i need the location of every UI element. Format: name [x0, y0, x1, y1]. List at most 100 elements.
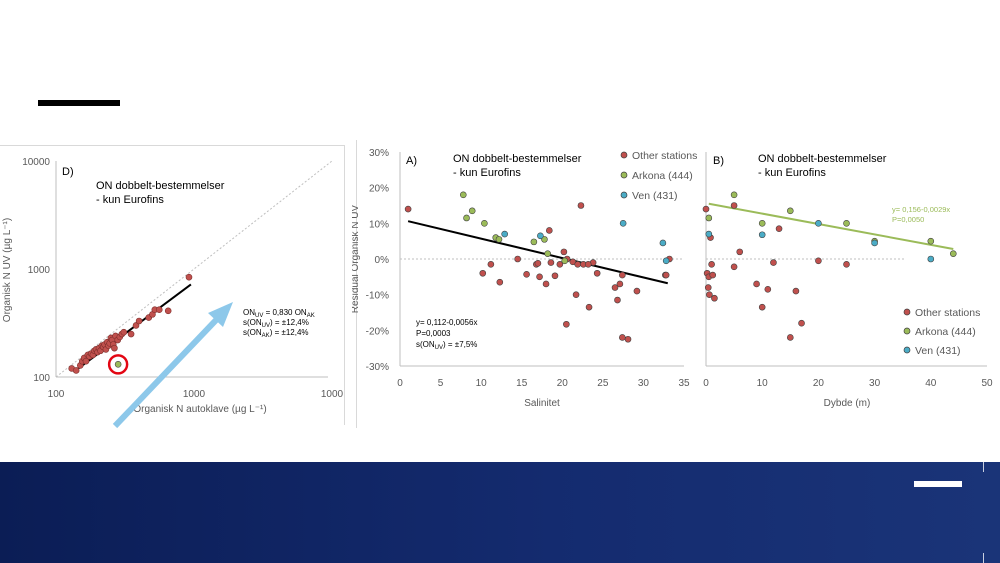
chart-d-annotation: ONUV = 0,830 ONAK s(ONUV) = ±12,4% s(ONA…: [243, 308, 315, 339]
svg-text:Ven (431): Ven (431): [632, 190, 678, 202]
chart-a-point: [585, 303, 593, 311]
chart-b-subtitle: - kun Eurofins: [758, 167, 826, 179]
chart-d-point: [164, 307, 172, 315]
chart-a-point: [572, 291, 580, 298]
chart-b-title: ON dobbelt-bestemmelser: [758, 153, 887, 165]
chart-a-ylabel: Residual Organisk N UV: [352, 204, 361, 313]
chart-a-point: [547, 259, 555, 266]
chart-b-point: [927, 255, 935, 263]
chart-b-point: [815, 257, 822, 265]
chart-a-point: [659, 239, 667, 247]
chart-a-point: [404, 205, 412, 213]
chart-a-point: [633, 287, 641, 295]
footer-dash: [914, 481, 962, 487]
svg-text:P=0,0050: P=0,0050: [892, 215, 924, 224]
chart-b-point: [843, 220, 850, 227]
chart-b-xtick: 10: [757, 378, 769, 389]
chart-a-ytick: 30%: [369, 148, 389, 159]
chart-d-xlabel: Organisk N autoklave (µg L⁻¹): [133, 404, 266, 415]
panel-label-d: D): [62, 166, 74, 178]
chart-a-point: [495, 236, 503, 243]
chart-b-point: [770, 259, 777, 266]
chart-d-xtick: 100: [48, 389, 65, 400]
chart-a-point: [563, 320, 570, 328]
chart-a-xtick: 35: [678, 378, 690, 389]
chart-b-point: [775, 225, 783, 232]
svg-text:y= 0,156-0,0029x: y= 0,156-0,0029x: [892, 205, 950, 214]
chart-a-point: [537, 232, 544, 240]
chart-b-point: [843, 261, 850, 268]
chart-a-point: [561, 257, 569, 265]
chart-b-point: [786, 207, 794, 215]
chart-b-point: [706, 291, 713, 298]
chart-d-point: [127, 330, 135, 338]
chart-a-point: [536, 273, 543, 281]
chart-a-trendline: [407, 220, 669, 285]
chart-b-point: [871, 239, 878, 247]
chart-a-point: [468, 207, 476, 215]
chart-b-point: [758, 303, 766, 311]
chart-a-point: [584, 261, 592, 268]
chart-a-point: [534, 259, 542, 267]
chart-a-point: [611, 284, 619, 291]
chart-a-title: ON dobbelt-bestemmelser: [453, 153, 582, 165]
chart-b-point: [764, 286, 772, 293]
chart-b-point: [786, 334, 794, 341]
chart-a-point: [577, 202, 585, 209]
svg-text:Other stations: Other stations: [632, 150, 697, 162]
chart-a-point: [542, 280, 550, 288]
chart-a-point: [530, 238, 538, 246]
chart-a-xtick: 25: [597, 378, 609, 389]
chart-a-point: [662, 271, 670, 279]
chart-b-point: [709, 271, 717, 279]
chart-d-xtick: 1000: [321, 389, 344, 400]
chart-b-legend: Other stations Arkona (444) Ven (431): [903, 307, 980, 357]
chart-a-ytick: -20%: [366, 326, 389, 337]
chart-a-point: [619, 271, 626, 279]
chart-d-ytick: 10000: [22, 157, 50, 168]
chart-b-xtick: 50: [981, 378, 993, 389]
chart-a-point: [546, 227, 553, 234]
svg-text:s(ONUV) = ±12,4%: s(ONUV) = ±12,4%: [243, 318, 309, 329]
footer-band: [0, 462, 1000, 563]
chart-b-point: [792, 287, 800, 295]
chart-b-xlabel: Dybde (m): [824, 398, 871, 409]
chart-d-xtick: 1000: [183, 389, 206, 400]
one-to-one-line: [55, 160, 333, 378]
chart-a-point: [616, 280, 624, 288]
chart-a-point: [662, 257, 670, 265]
chart-a-xlabel: Salinitet: [524, 398, 560, 409]
chart-a-point: [514, 255, 521, 263]
chart-a-point: [574, 261, 582, 268]
chart-a-point: [556, 261, 564, 268]
chart-d-point: [135, 317, 143, 325]
chart-d-ytick: 100: [33, 373, 50, 384]
chart-b-point: [708, 261, 715, 268]
svg-text:s(ONAK) = ±12,4%: s(ONAK) = ±12,4%: [243, 328, 309, 339]
chart-d-ytick: 1000: [28, 265, 51, 276]
chart-b-point: [704, 284, 712, 291]
chart-b-trendline: [708, 202, 954, 250]
chart-a-point: [624, 335, 632, 343]
svg-text:ONUV = 0,830 ONAK: ONUV = 0,830 ONAK: [243, 308, 315, 319]
chart-b-point: [815, 220, 822, 227]
chart-a-point: [479, 269, 487, 277]
chart-a-xtick: 20: [557, 378, 569, 389]
chart-b-xtick: 0: [703, 378, 709, 389]
chart-b-point: [705, 230, 713, 238]
chart-b-point: [736, 248, 744, 256]
chart-b-point: [705, 214, 713, 222]
chart-b-point: [949, 250, 957, 257]
footer-tick-bottom: [983, 553, 984, 563]
chart-a-ytick: -30%: [366, 362, 389, 373]
chart-a-axes: [399, 152, 684, 367]
chart-a-ytick: 10%: [369, 219, 389, 230]
chart-d-point: [82, 357, 90, 365]
panel-label-a: A): [406, 155, 417, 167]
chart-a-ytick: 0%: [375, 255, 390, 266]
chart-a-point: [593, 269, 601, 277]
chart-d-subtitle: - kun Eurofins: [96, 194, 164, 206]
chart-a-point: [463, 214, 470, 222]
chart-d-point: [185, 273, 193, 281]
chart-a-point: [614, 296, 621, 304]
